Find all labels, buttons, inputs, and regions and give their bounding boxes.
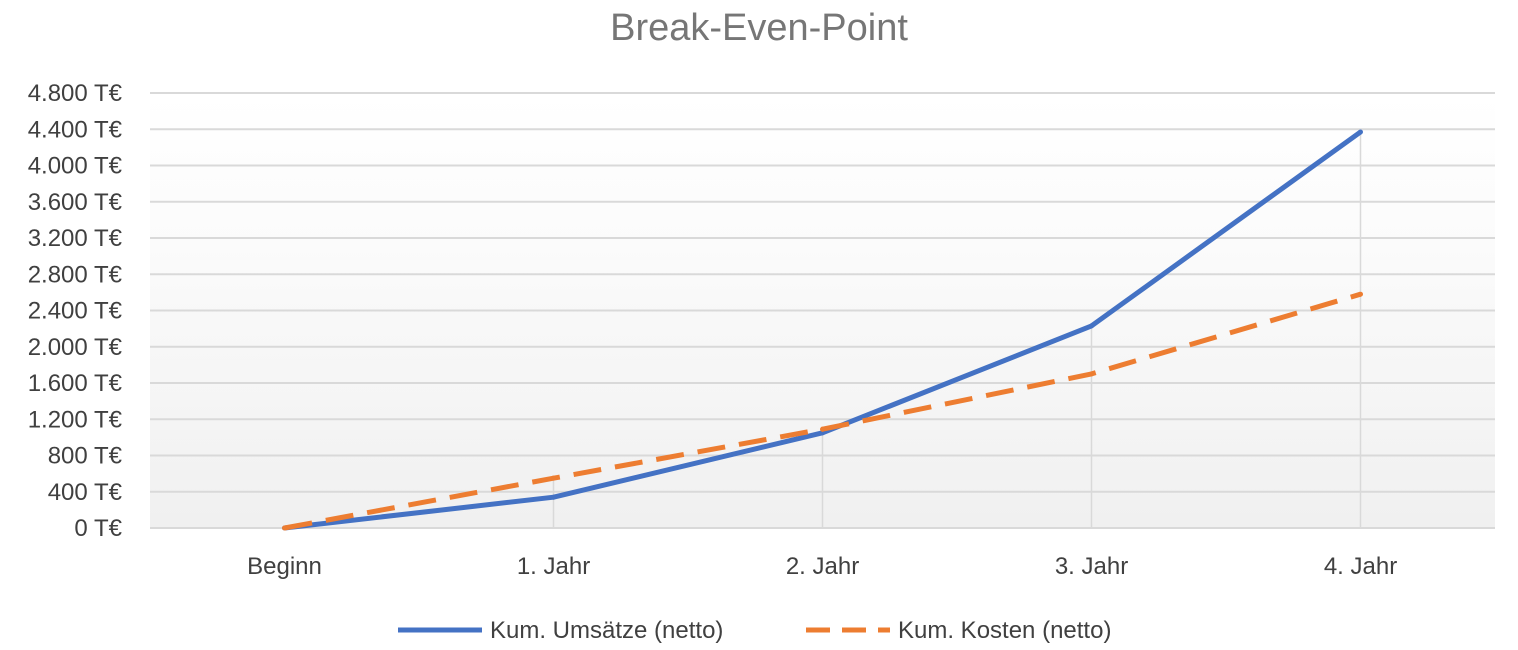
x-tick-label: 2. Jahr [786, 553, 859, 580]
x-tick-label: 1. Jahr [517, 553, 590, 580]
data-point [820, 426, 825, 432]
y-axis-ticks: 0 T€ 400 T€ 800 T€ 1.200 T€ 1.600 T€ 2.000 T€… [28, 80, 123, 542]
y-tick-label: 3.600 T€ [28, 189, 123, 216]
x-tick-label: 3. Jahr [1055, 553, 1128, 580]
y-tick-label: 4.800 T€ [28, 80, 123, 107]
y-tick-label: 0 T€ [74, 515, 122, 542]
legend: Kum. Umsätze (netto) Kum. Kosten (netto) [398, 617, 1111, 644]
legend-label-1: Kum. Kosten (netto) [898, 617, 1111, 644]
series-lines [282, 129, 1363, 531]
y-tick-label: 800 T€ [48, 443, 123, 470]
data-point [1358, 129, 1363, 135]
y-tick-label: 4.400 T€ [28, 116, 123, 143]
y-tick-label: 1.600 T€ [28, 370, 123, 397]
data-point [1089, 323, 1094, 329]
data-point [551, 475, 556, 481]
legend-label-0: Kum. Umsätze (netto) [490, 617, 723, 644]
y-tick-label: 2.000 T€ [28, 334, 123, 361]
y-tick-label: 400 T€ [48, 479, 123, 506]
y-tick-label: 1.200 T€ [28, 406, 123, 433]
x-axis-ticks: Beginn 1. Jahr 2. Jahr 3. Jahr 4. Jahr [247, 553, 1397, 580]
y-tick-label: 2.800 T€ [28, 261, 123, 288]
x-tick-label: 4. Jahr [1324, 553, 1397, 580]
data-point [551, 494, 556, 500]
y-tick-label: 4.000 T€ [28, 153, 123, 180]
data-point [1358, 291, 1363, 297]
y-tick-label: 2.400 T€ [28, 298, 123, 325]
data-point [820, 430, 825, 436]
y-tick-label: 3.200 T€ [28, 225, 123, 252]
x-tick-label: Beginn [247, 553, 322, 580]
data-point [282, 525, 287, 531]
chart-title: Break-Even-Point [610, 7, 908, 49]
gridlines [150, 92, 1495, 529]
data-point [1089, 371, 1094, 377]
